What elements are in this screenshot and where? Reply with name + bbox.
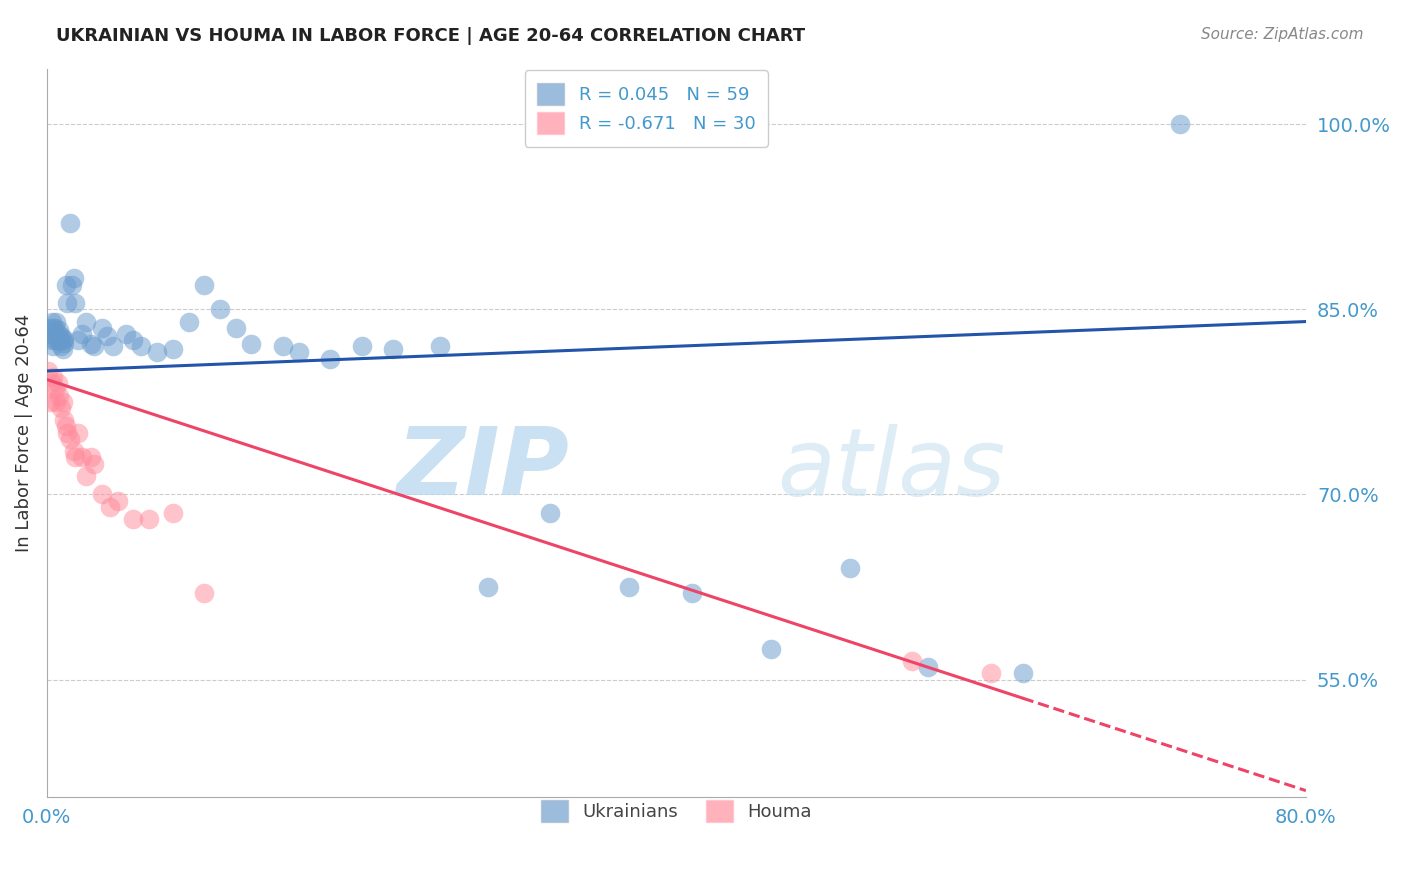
Point: [55, 277, 77, 292]
Point: [46, 376, 69, 391]
Point: [271, 339, 294, 353]
Point: [42, 370, 65, 384]
Point: [45, 394, 67, 409]
Text: ZIP: ZIP: [396, 423, 569, 515]
Point: [44, 333, 66, 347]
Point: [98, 500, 121, 514]
Point: [63, 296, 86, 310]
Point: [53, 413, 76, 427]
Point: [80, 450, 103, 465]
Point: [59, 432, 82, 446]
Point: [39, 326, 62, 341]
Point: [48, 389, 70, 403]
Point: [350, 339, 373, 353]
Point: [70, 450, 93, 465]
Point: [1168, 117, 1191, 131]
Point: [917, 660, 939, 674]
Point: [208, 302, 231, 317]
Text: UKRAINIAN VS HOUMA IN LABOR FORCE | AGE 20-64 CORRELATION CHART: UKRAINIAN VS HOUMA IN LABOR FORCE | AGE …: [56, 27, 806, 45]
Point: [980, 666, 1002, 681]
Point: [83, 339, 105, 353]
Point: [177, 314, 200, 328]
Point: [193, 277, 215, 292]
Point: [53, 332, 76, 346]
Point: [46, 333, 69, 347]
Point: [477, 580, 499, 594]
Point: [53, 335, 76, 350]
Point: [67, 333, 90, 347]
Point: [41, 314, 63, 328]
Point: [44, 383, 66, 397]
Point: [62, 444, 84, 458]
Point: [101, 339, 124, 353]
Point: [162, 506, 184, 520]
Point: [52, 333, 75, 347]
Point: [759, 641, 782, 656]
Point: [617, 580, 640, 594]
Point: [96, 329, 118, 343]
Point: [75, 468, 97, 483]
Point: [45, 314, 67, 328]
Point: [122, 512, 145, 526]
Point: [122, 333, 145, 347]
Point: [55, 419, 77, 434]
Point: [382, 342, 405, 356]
Legend: Ukrainians, Houma: Ukrainians, Houma: [529, 788, 824, 835]
Point: [131, 339, 153, 353]
Text: Source: ZipAtlas.com: Source: ZipAtlas.com: [1201, 27, 1364, 42]
Point: [75, 314, 97, 328]
Point: [107, 493, 129, 508]
Point: [146, 345, 169, 359]
Point: [83, 457, 105, 471]
Text: atlas: atlas: [778, 424, 1005, 515]
Point: [114, 326, 136, 341]
Point: [429, 339, 451, 353]
Point: [319, 351, 342, 366]
Point: [41, 333, 63, 347]
Point: [287, 345, 309, 359]
Point: [41, 376, 63, 391]
Point: [138, 512, 160, 526]
Point: [44, 320, 66, 334]
Point: [49, 329, 72, 343]
Point: [46, 326, 69, 341]
Point: [52, 342, 75, 356]
Y-axis label: In Labor Force | Age 20-64: In Labor Force | Age 20-64: [15, 313, 32, 552]
Point: [39, 394, 62, 409]
Point: [42, 339, 65, 353]
Point: [240, 336, 263, 351]
Point: [91, 320, 114, 334]
Point: [91, 487, 114, 501]
Point: [901, 654, 924, 668]
Point: [56, 425, 79, 440]
Point: [37, 364, 59, 378]
Point: [1011, 666, 1033, 681]
Point: [56, 296, 79, 310]
Point: [37, 320, 59, 334]
Point: [80, 336, 103, 351]
Point: [48, 323, 70, 337]
Point: [49, 339, 72, 353]
Point: [225, 320, 247, 334]
Point: [42, 320, 65, 334]
Point: [45, 329, 67, 343]
Point: [838, 561, 860, 575]
Point: [62, 271, 84, 285]
Point: [60, 277, 83, 292]
Point: [49, 401, 72, 415]
Point: [52, 394, 75, 409]
Point: [681, 586, 703, 600]
Point: [63, 450, 86, 465]
Point: [193, 586, 215, 600]
Point: [70, 326, 93, 341]
Point: [162, 342, 184, 356]
Point: [540, 506, 562, 520]
Point: [48, 333, 70, 347]
Point: [59, 216, 82, 230]
Point: [67, 425, 90, 440]
